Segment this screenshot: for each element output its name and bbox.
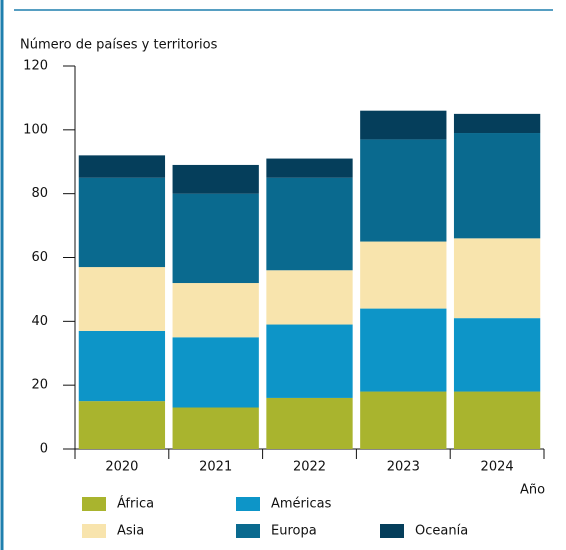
y-tick-label: 20 [31, 378, 48, 393]
bar-segment [453, 238, 541, 319]
x-tick-label: 2022 [293, 460, 326, 475]
bar-segment [172, 164, 259, 194]
bar-segment [78, 267, 166, 331]
bar-segment [453, 133, 541, 239]
x-tick-label: 2021 [199, 460, 232, 475]
bar-segment [360, 391, 447, 449]
bar-segment [78, 401, 166, 449]
legend-label: Oceanía [415, 524, 468, 539]
y-tick-label: 100 [23, 122, 48, 137]
bar-segment [360, 308, 447, 392]
legend-swatch [380, 524, 404, 538]
x-tick-label: 2023 [387, 460, 420, 475]
legend-swatch [236, 497, 260, 511]
bar-segment [360, 139, 447, 242]
bar-segment [360, 110, 447, 140]
bar-segment [453, 113, 541, 134]
legend-label: Europa [271, 524, 317, 539]
bar-segment [266, 158, 353, 178]
bar-segment [360, 241, 447, 309]
legend-label: Asia [117, 524, 144, 539]
y-axis-label: Número de países y territorios [20, 38, 218, 53]
bar-segment [78, 177, 166, 268]
bar-segment [172, 283, 259, 338]
legend-label: África [117, 496, 154, 512]
bar-segment [453, 391, 541, 449]
y-tick-label: 120 [23, 59, 48, 74]
x-tick-label: 2020 [105, 460, 138, 475]
legend-swatch [82, 524, 106, 538]
x-axis-label: Año [520, 483, 545, 498]
bar-segment [172, 407, 259, 449]
bar-segment [266, 177, 353, 271]
bar-segment [172, 193, 259, 284]
bar-segment [266, 324, 353, 398]
y-tick-label: 0 [40, 442, 48, 457]
legend-swatch [236, 524, 260, 538]
y-tick-label: 60 [31, 250, 48, 265]
bar-segment [172, 337, 259, 408]
y-tick-label: 40 [31, 314, 48, 329]
legend-swatch [82, 497, 106, 511]
bar-segment [78, 330, 166, 402]
bar-segment [266, 270, 353, 325]
bar-segment [453, 318, 541, 392]
x-tick-label: 2024 [481, 460, 514, 475]
bar-segment [78, 155, 166, 178]
y-tick-label: 80 [31, 186, 48, 201]
legend-label: Américas [271, 497, 332, 512]
bar-segment [266, 397, 353, 449]
